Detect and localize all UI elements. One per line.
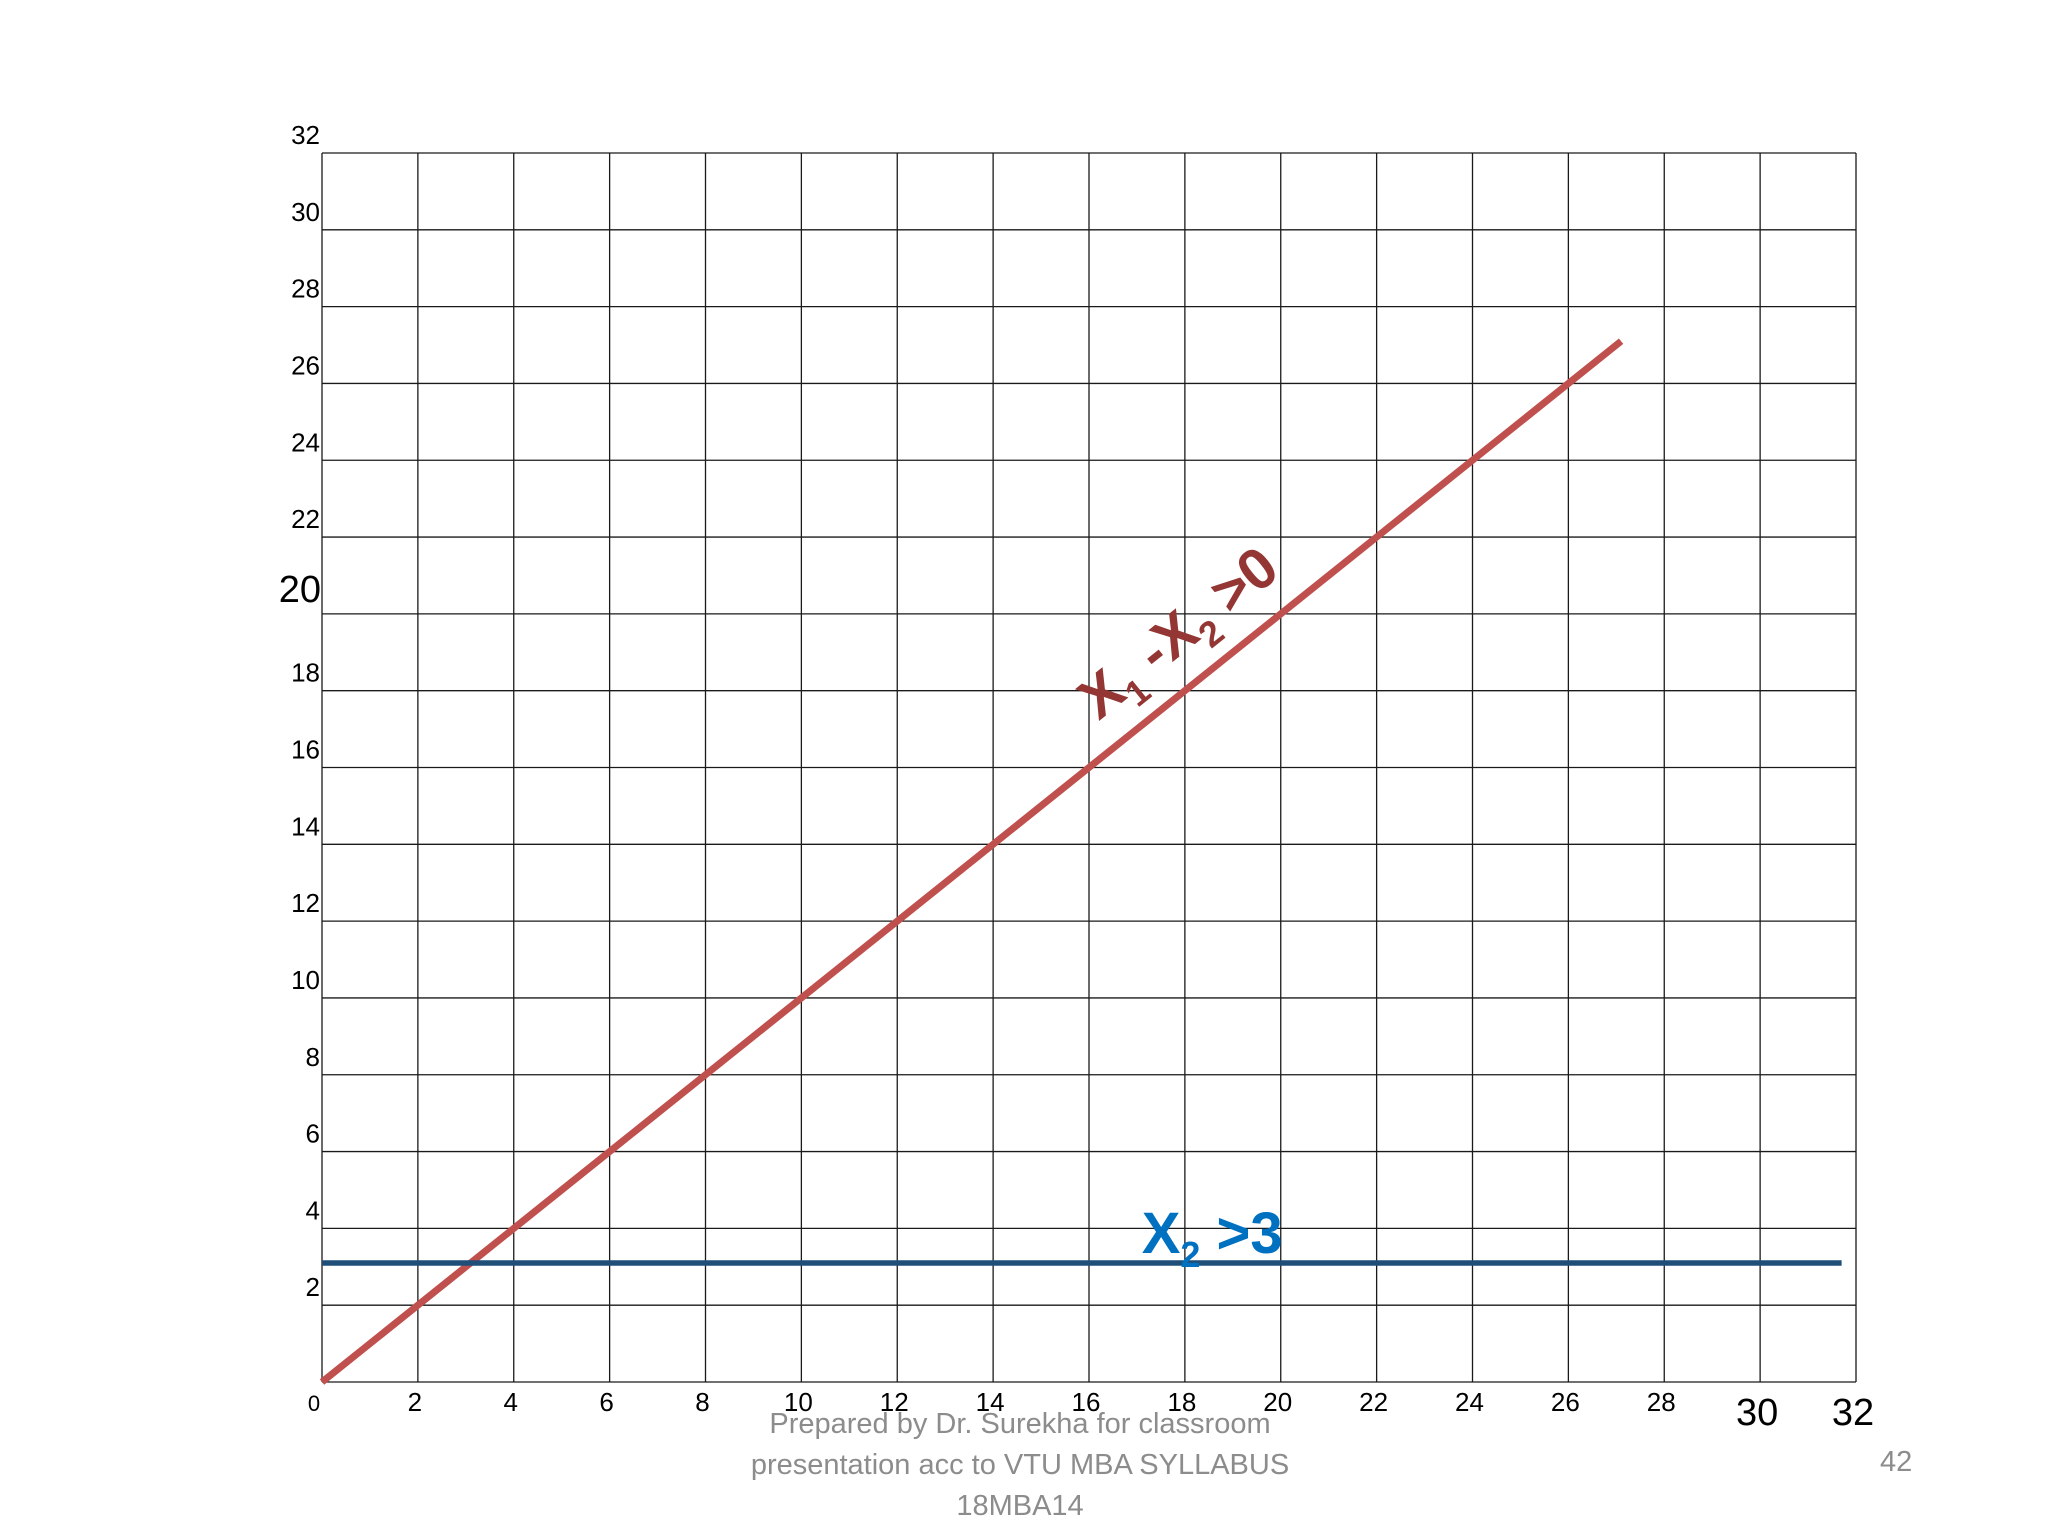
y-tick-label: 26 [291,350,320,380]
y-tick-label: 6 [306,1119,320,1149]
chart-tick-labels: 0 2 4 6 8 10 12 14 16 18 20 22 24 26 28 30 3224681012141… [279,120,1874,1434]
y-tick-label: 14 [291,811,320,841]
y-tick-label: 18 [291,658,320,688]
x-tick-label: 26 [1551,1387,1580,1417]
footer-line-3: 18MBA14 [956,1490,1084,1522]
x-tick-label: 32 [1832,1392,1874,1434]
constraint-label-x1-minus-x2: X1 -X2 >0 [1066,534,1296,739]
x-tick-label: 4 [504,1387,518,1417]
x-tick-label: 30 [1736,1392,1778,1434]
chart-grid [321,152,1857,1383]
y-tick-label: 10 [291,965,320,995]
series-line-x1-minus-x2 [319,338,1624,1385]
x-tick-label: 8 [695,1387,709,1417]
y-tick-label: 16 [291,735,320,765]
y-tick-label: 20 [279,569,321,611]
footer-credit: Prepared by Dr. Surekha for classroom pr… [700,1404,1340,1527]
x-tick-label: 10 [784,1387,813,1417]
x-tick-label: 24 [1455,1387,1484,1417]
y-tick-label: 24 [291,427,320,457]
y-tick-label: 30 [291,197,320,227]
x-tick-label: 18 [1167,1387,1196,1417]
footer-line-1: Prepared by Dr. Surekha for classroom [769,1408,1271,1440]
y-tick-label: 28 [291,274,320,304]
y-tick-label: 4 [306,1195,320,1225]
x-tick-label: 20 [1263,1387,1292,1417]
chart-series [319,338,1842,1385]
x-tick-label: 6 [599,1387,613,1417]
y-tick-label: 12 [291,888,320,918]
x-tick-label: 2 [408,1387,422,1417]
x-tick-label: 12 [880,1387,909,1417]
x-tick-label: 22 [1359,1387,1388,1417]
footer-line-2: presentation acc to VTU MBA SYLLABUS [750,1449,1290,1481]
x-tick-label: 28 [1647,1387,1676,1417]
x-tick-label: 14 [976,1387,1005,1417]
page-number: 42 [1880,1446,1913,1478]
x-tick-label: 16 [1072,1387,1101,1417]
y-tick-label: 2 [306,1272,320,1302]
y-tick-label: 8 [306,1042,320,1072]
y-tick-label: 32 [291,120,320,150]
y-tick-label: 22 [291,504,320,534]
constraint-label-x2: X2 >3 [1142,1201,1283,1275]
x-tick-label: 0 [308,1391,320,1416]
